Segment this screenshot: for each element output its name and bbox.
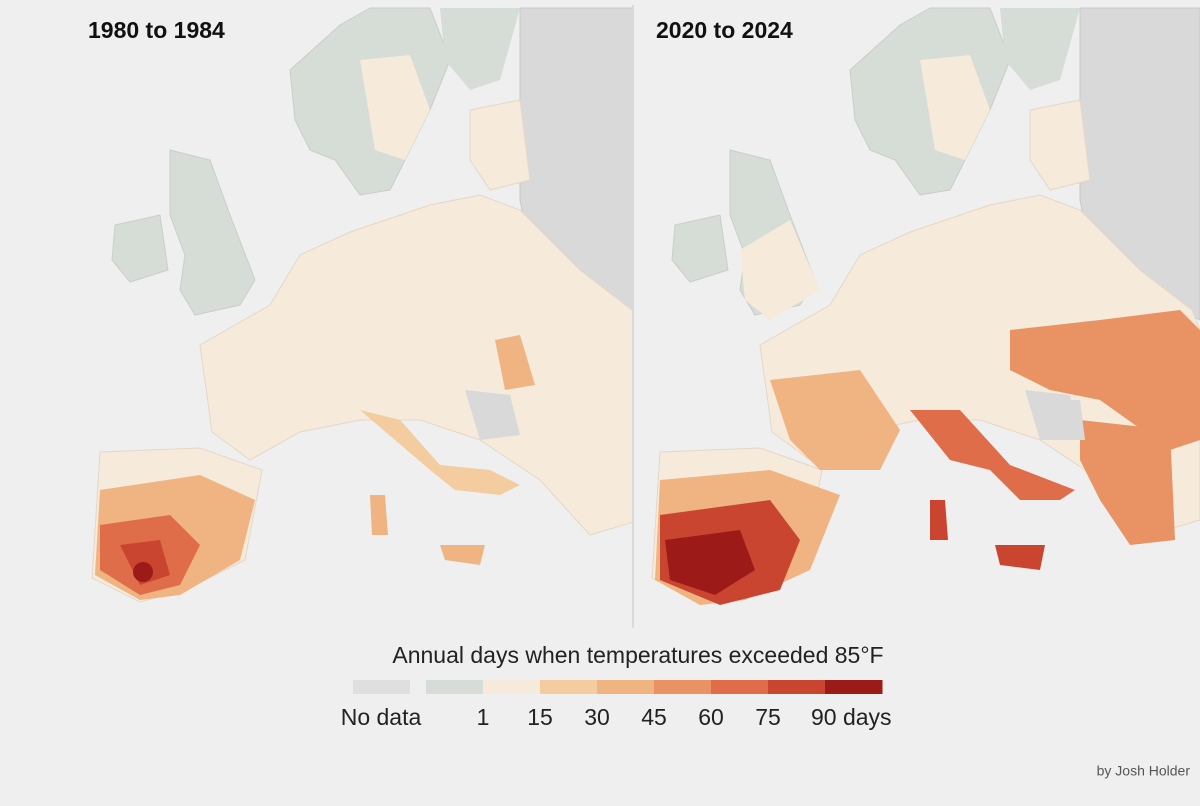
legend-label: 30 — [584, 704, 610, 730]
map-panel — [651, 7, 1200, 605]
legend-swatch — [768, 680, 826, 694]
legend-swatch — [654, 680, 712, 694]
legend-label: 60 — [698, 704, 724, 730]
legend-swatch — [426, 680, 484, 694]
legend-swatch — [597, 680, 655, 694]
legend-title: Annual days when temperatures exceeded 8… — [392, 642, 883, 668]
legend-swatch — [825, 680, 883, 694]
legend-swatch — [353, 680, 410, 694]
legend-label: 45 — [641, 704, 667, 730]
legend: 1 15 30 45 60 75 90 days — [353, 680, 892, 730]
panel-title: 2020 to 2024 — [656, 17, 793, 43]
legend-label: 90 days — [811, 704, 892, 730]
legend-label: 1 — [477, 704, 490, 730]
legend-swatch — [540, 680, 598, 694]
panel-title: 1980 to 1984 — [88, 17, 225, 43]
legend-label: 75 — [755, 704, 781, 730]
legend-label: No data — [341, 704, 422, 730]
credit: by Josh Holder — [1097, 763, 1191, 779]
legend-label: 15 — [527, 704, 553, 730]
legend-swatch — [483, 680, 541, 694]
legend-swatch — [711, 680, 769, 694]
map-panel — [91, 7, 632, 603]
